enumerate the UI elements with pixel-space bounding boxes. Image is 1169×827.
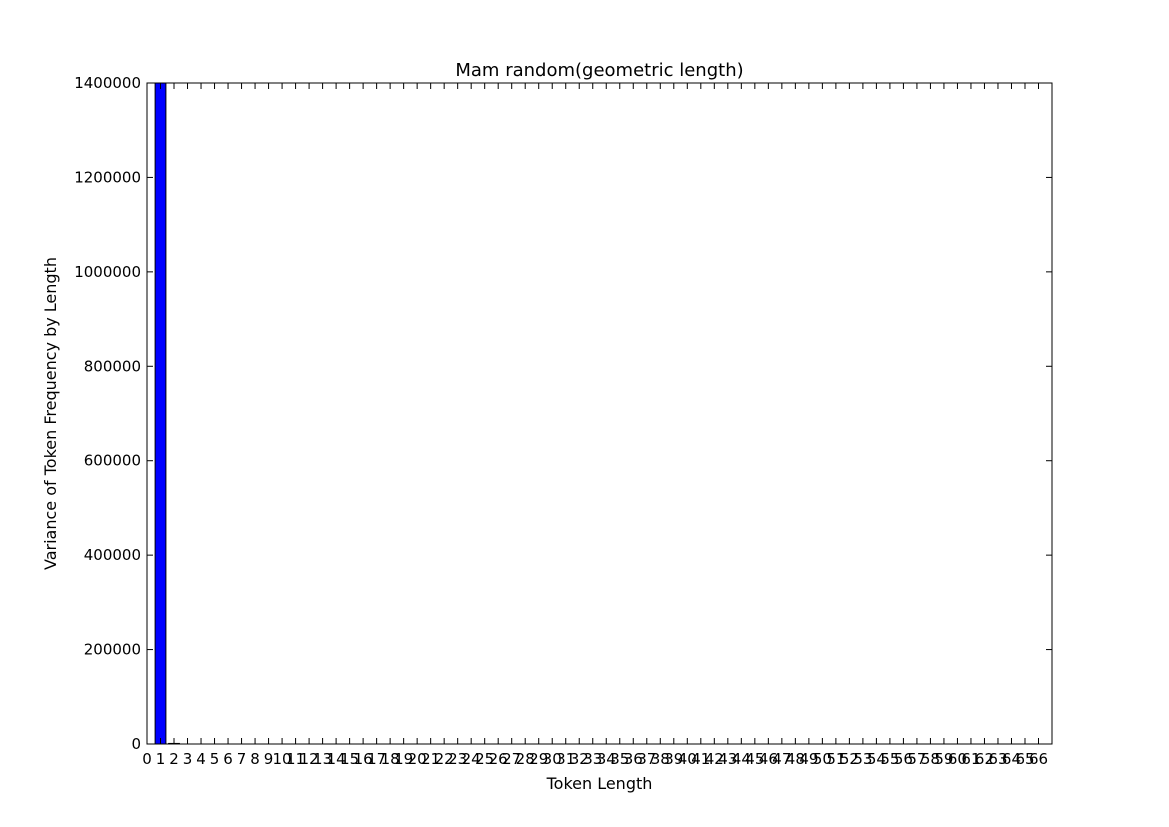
x-tick-label: 25	[475, 750, 494, 768]
x-tick-label: 4	[196, 750, 206, 768]
x-tick-label: 16	[354, 750, 373, 768]
y-tick-label: 400000	[84, 546, 141, 564]
x-tick-label: 36	[624, 750, 643, 768]
x-tick-label: 5	[210, 750, 220, 768]
x-tick-label: 43	[718, 750, 737, 768]
x-tick-label: 48	[786, 750, 805, 768]
x-tick-label: 50	[813, 750, 832, 768]
plot-frame	[146, 82, 1053, 745]
x-tick-label: 23	[448, 750, 467, 768]
x-tick-label: 18	[381, 750, 400, 768]
x-tick-label: 21	[421, 750, 440, 768]
x-tick-label: 44	[732, 750, 751, 768]
x-tick-label: 38	[651, 750, 670, 768]
x-tick-label: 20	[408, 750, 427, 768]
x-tick-label: 19	[394, 750, 413, 768]
x-tick-label: 47	[772, 750, 791, 768]
x-tick-label: 65	[1015, 750, 1034, 768]
y-tick-label: 600000	[84, 452, 141, 470]
x-tick-label: 17	[367, 750, 386, 768]
x-axis-label: Token Length	[546, 774, 653, 793]
x-axis-ticks: 0 1 2 3 4 5 6 7 8 9 101112131415161718192021222324…	[142, 83, 1048, 768]
x-tick-label: 29	[529, 750, 548, 768]
y-axis-ticks: 0 200000 400000 600000 800000 1000000 1200000 1…	[74, 74, 1052, 753]
x-tick-label: 46	[759, 750, 778, 768]
x-tick-label: 26	[489, 750, 508, 768]
x-tick-label: 49	[799, 750, 818, 768]
x-tick-label: 31	[556, 750, 575, 768]
x-tick-label: 10	[273, 750, 292, 768]
x-tick-label: 59	[934, 750, 953, 768]
x-tick-label: 35	[610, 750, 629, 768]
x-tick-label: 61	[961, 750, 980, 768]
bar-1	[154, 82, 167, 745]
x-tick-label: 42	[705, 750, 724, 768]
x-tick-label: 9	[264, 750, 274, 768]
x-tick-label: 63	[988, 750, 1007, 768]
x-tick-label: 2	[169, 750, 179, 768]
x-tick-label: 8	[250, 750, 260, 768]
y-tick-label: 800000	[84, 357, 141, 375]
chart-title: Mam random(geometric length)	[455, 60, 743, 81]
x-tick-label: 32	[570, 750, 589, 768]
x-tick-label: 62	[975, 750, 994, 768]
x-tick-label: 14	[327, 750, 346, 768]
x-tick-label: 0	[142, 750, 152, 768]
x-tick-label: 12	[300, 750, 319, 768]
x-tick-label: 39	[664, 750, 683, 768]
x-tick-label: 58	[921, 750, 940, 768]
x-tick-label: 30	[543, 750, 562, 768]
x-tick-label: 15	[340, 750, 359, 768]
x-tick-label: 54	[867, 750, 886, 768]
x-tick-label: 33	[583, 750, 602, 768]
x-tick-label: 11	[286, 750, 305, 768]
x-tick-label: 27	[502, 750, 521, 768]
y-tick-label: 1400000	[74, 74, 141, 92]
x-tick-label: 28	[516, 750, 535, 768]
x-tick-label: 41	[691, 750, 710, 768]
x-tick-label: 37	[637, 750, 656, 768]
x-tick-label: 56	[894, 750, 913, 768]
x-tick-label: 60	[948, 750, 967, 768]
x-tick-label: 6	[223, 750, 233, 768]
x-tick-label: 52	[840, 750, 859, 768]
y-axis-label: Variance of Token Frequency by Length	[41, 257, 60, 570]
x-tick-label: 13	[313, 750, 332, 768]
x-tick-label: 3	[183, 750, 193, 768]
x-tick-label: 45	[745, 750, 764, 768]
x-tick-label: 64	[1002, 750, 1021, 768]
y-tick-label: 1000000	[74, 263, 141, 281]
x-tick-label: 57	[907, 750, 926, 768]
bars-group	[154, 82, 180, 745]
x-tick-label: 34	[597, 750, 616, 768]
x-tick-label: 66	[1029, 750, 1048, 768]
x-tick-label: 7	[237, 750, 247, 768]
y-tick-label: 1200000	[74, 168, 141, 186]
y-tick-label: 0	[131, 735, 141, 753]
x-tick-label: 55	[880, 750, 899, 768]
x-tick-label: 1	[156, 750, 166, 768]
x-tick-label: 22	[435, 750, 454, 768]
x-tick-label: 24	[462, 750, 481, 768]
x-tick-label: 53	[853, 750, 872, 768]
y-tick-label: 200000	[84, 641, 141, 659]
x-tick-label: 51	[826, 750, 845, 768]
x-tick-label: 40	[678, 750, 697, 768]
